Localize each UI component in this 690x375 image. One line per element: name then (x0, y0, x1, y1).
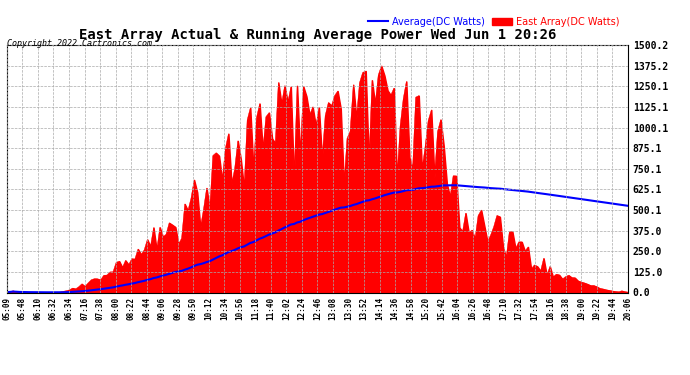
Title: East Array Actual & Running Average Power Wed Jun 1 20:26: East Array Actual & Running Average Powe… (79, 28, 556, 42)
Text: Copyright 2022 Cartronics.com: Copyright 2022 Cartronics.com (7, 39, 152, 48)
Legend: Average(DC Watts), East Array(DC Watts): Average(DC Watts), East Array(DC Watts) (364, 13, 623, 30)
